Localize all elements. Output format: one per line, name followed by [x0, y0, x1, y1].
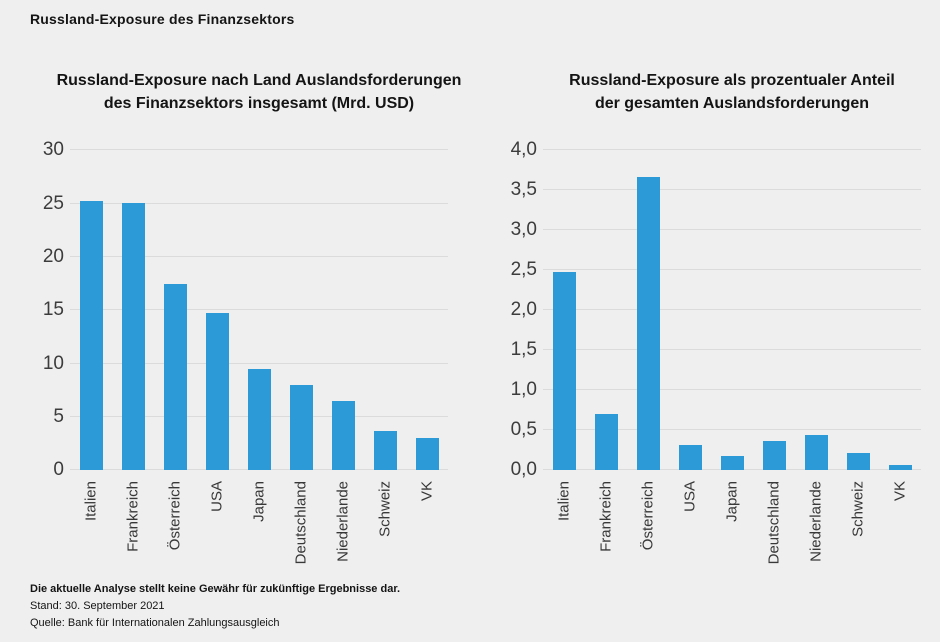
bar-deutschland	[762, 440, 786, 471]
y-tick-label: 3,5	[510, 179, 537, 201]
x-axis-label-oesterreich: Österreich	[639, 481, 657, 551]
y-tick-label: 0,5	[510, 419, 537, 441]
x-axis-label-italien: Italien	[82, 481, 100, 522]
gridline	[70, 362, 448, 364]
gridline	[543, 229, 921, 231]
gridline	[543, 309, 921, 311]
chart-left-absolute-exposure: Russland-Exposure nach Land Auslandsford…	[28, 56, 468, 611]
gridline	[70, 309, 448, 311]
y-tick-label: 5	[53, 405, 64, 427]
bar-niederlande	[804, 435, 828, 471]
x-axis-label-oesterreich: Österreich	[166, 481, 184, 551]
gridline	[543, 429, 921, 431]
x-axis-label-niederlande: Niederlande	[334, 481, 352, 563]
plot-row: 0,0 0,5 1,0 1,5 2,0 2,5 3,0 3,5 4,0	[501, 139, 940, 480]
gridline	[70, 149, 448, 151]
y-tick-label: 20	[42, 245, 64, 267]
bar-vk	[888, 465, 912, 471]
gridline	[70, 202, 448, 204]
gridline	[543, 349, 921, 351]
bar-usa	[205, 313, 229, 471]
x-axis-label-japan: Japan	[250, 481, 268, 523]
x-axis-label-usa: USA	[208, 481, 226, 513]
y-axis: 0 5 10 15 20 25 30	[28, 139, 64, 480]
x-axis-label-usa: USA	[681, 481, 699, 513]
bar-frankreich	[121, 202, 145, 471]
y-tick-label: 1,5	[510, 339, 537, 361]
chart-title-line-1: Russland-Exposure nach Land Auslandsford…	[56, 72, 462, 90]
bar-schweiz	[846, 452, 870, 471]
x-axis-label-vk: VK	[891, 481, 909, 502]
bar-niederlande	[331, 400, 355, 471]
x-axis-label-deutschland: Deutschland	[765, 481, 783, 565]
gridline	[543, 269, 921, 271]
y-tick-label: 0	[53, 459, 64, 481]
bar-italien	[552, 271, 576, 471]
y-tick-label: 15	[42, 299, 64, 321]
x-axis-label-italien: Italien	[555, 481, 573, 522]
y-tick-label: 4,0	[510, 139, 537, 161]
footer: Die aktuelle Analyse stellt keine Gewähr…	[30, 581, 400, 632]
y-tick-label: 2,0	[510, 299, 537, 321]
y-tick-label: 2,5	[510, 259, 537, 281]
plot-row: 0 5 10 15 20 25 30	[28, 139, 468, 480]
y-axis: 0,0 0,5 1,0 1,5 2,0 2,5 3,0 3,5 4,0	[501, 139, 537, 480]
x-axis-label-schweiz: Schweiz	[376, 481, 394, 538]
y-tick-label: 25	[42, 192, 64, 214]
gridline	[70, 255, 448, 257]
x-axis-label-frankreich: Frankreich	[124, 481, 142, 553]
footer-disclaimer: Die aktuelle Analyse stellt keine Gewähr…	[30, 583, 401, 595]
plot-area	[543, 149, 921, 471]
bar-oesterreich	[163, 283, 187, 471]
x-axis-label-niederlande: Niederlande	[807, 481, 825, 563]
bar-japan	[720, 455, 744, 471]
bar-oesterreich	[636, 176, 660, 471]
y-tick-label: 10	[42, 352, 64, 374]
bar-italien	[79, 201, 103, 471]
y-tick-label: 30	[42, 139, 64, 161]
footer-stand: Stand: 30. September 2021	[30, 600, 165, 612]
bar-japan	[247, 368, 271, 471]
bar-schweiz	[373, 430, 397, 471]
y-tick-label: 0,0	[510, 459, 537, 481]
page-title: Russland-Exposure des Finanzsektors	[30, 11, 295, 27]
y-tick-label: 3,0	[510, 219, 537, 241]
bar-vk	[415, 438, 439, 471]
x-axis-label-japan: Japan	[723, 481, 741, 523]
chart-right-percent-exposure: Russland-Exposure als prozentualer Antei…	[501, 56, 940, 611]
plot-area	[70, 149, 448, 471]
chart-title-line-1: Russland-Exposure als prozentualer Antei…	[569, 72, 895, 90]
bar-deutschland	[289, 384, 313, 471]
x-axis-label-vk: VK	[418, 481, 436, 502]
chart-title-line-2: des Finanzsektors insgesamt (Mrd. USD)	[103, 95, 415, 113]
bar-usa	[678, 444, 702, 471]
chart-title: Russland-Exposure als prozentualer Antei…	[512, 69, 940, 115]
x-axis-label-schweiz: Schweiz	[849, 481, 867, 538]
y-tick-label: 1,0	[510, 379, 537, 401]
chart-title: Russland-Exposure nach Land Auslandsford…	[39, 69, 479, 115]
x-axis-labels: Italien Frankreich Österreich USA Japan Deuts…	[543, 470, 921, 611]
bar-frankreich	[594, 414, 618, 471]
x-axis-label-deutschland: Deutschland	[292, 481, 310, 565]
gridline	[543, 389, 921, 391]
gridline	[543, 189, 921, 191]
gridline	[543, 149, 921, 151]
footer-source: Quelle: Bank für Internationalen Zahlung…	[30, 617, 280, 629]
x-axis-label-frankreich: Frankreich	[597, 481, 615, 553]
chart-title-line-2: der gesamten Auslandsforderungen	[594, 95, 870, 113]
